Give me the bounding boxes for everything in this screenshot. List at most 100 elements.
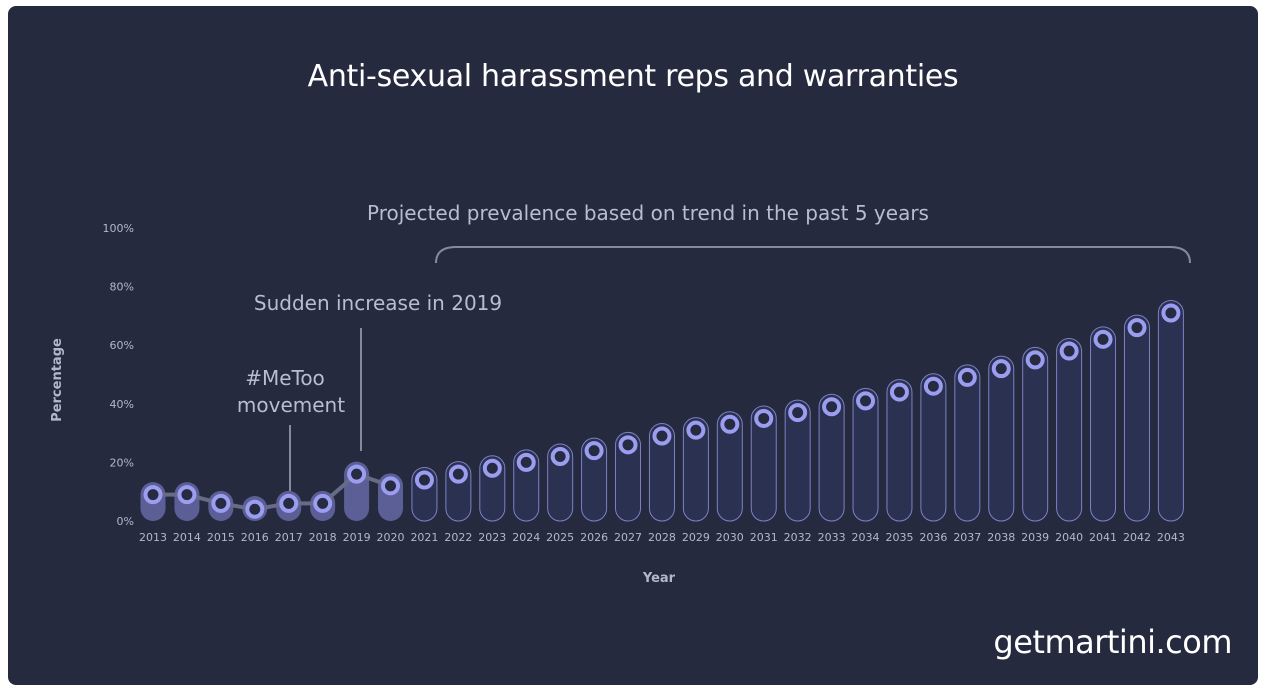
data-point: [279, 493, 299, 513]
y-tick-label: 60%: [110, 339, 134, 352]
brand-logo-text: getmartini.com: [993, 623, 1232, 661]
data-point: [1093, 329, 1113, 349]
data-point: [991, 359, 1011, 379]
bar: [648, 423, 675, 522]
chart-title: Anti-sexual harassment reps and warranti…: [307, 59, 959, 94]
x-tick-label: 2038: [987, 531, 1015, 544]
bar: [852, 387, 879, 522]
bar: [682, 417, 709, 522]
x-tick-label: 2022: [444, 531, 472, 544]
data-point: [1127, 318, 1147, 338]
metoo-annotation-line2: movement: [237, 393, 345, 417]
x-tick-label: 2017: [275, 531, 303, 544]
y-tick-label: 0%: [117, 515, 134, 528]
x-tick-label: 2029: [682, 531, 710, 544]
x-tick-label: 2033: [818, 531, 846, 544]
x-tick-label: 2037: [953, 531, 981, 544]
x-tick-label: 2041: [1089, 531, 1117, 544]
data-point: [889, 382, 909, 402]
bar: [1090, 326, 1117, 522]
data-point: [177, 485, 197, 505]
bar: [615, 431, 642, 522]
projection-annotation: Projected prevalence based on trend in t…: [367, 201, 929, 225]
x-tick-label: 2024: [512, 531, 540, 544]
data-point: [618, 435, 638, 455]
chart-plot: Projected prevalence based on trend in t…: [50, 201, 1191, 586]
x-tick-label: 2015: [207, 531, 235, 544]
bar: [784, 399, 811, 522]
x-tick-label: 2023: [478, 531, 506, 544]
data-point: [550, 447, 570, 467]
x-tick-label: 2021: [410, 531, 438, 544]
x-tick-label: 2036: [919, 531, 947, 544]
metoo-annotation-line1: #MeToo: [245, 366, 325, 390]
data-point: [957, 367, 977, 387]
x-tick-label: 2030: [716, 531, 744, 544]
x-tick-label: 2040: [1055, 531, 1083, 544]
x-axis: 2013 2014 2015 2016 2017 2018 2019 2020 2021 2022…: [139, 531, 1185, 544]
bar: [1123, 314, 1150, 522]
y-tick-label: 100%: [103, 222, 134, 235]
data-point: [1059, 341, 1079, 361]
data-point: [143, 485, 163, 505]
x-tick-label: 2027: [614, 531, 642, 544]
data-point: [516, 452, 536, 472]
y-axis-label: Percentage: [50, 338, 65, 422]
x-tick-label: 2025: [546, 531, 574, 544]
y-tick-label: 80%: [110, 281, 134, 294]
y-tick-label: 20%: [110, 456, 134, 469]
bar: [1056, 338, 1083, 522]
data-point: [482, 458, 502, 478]
data-point: [313, 493, 333, 513]
x-tick-label: 2019: [343, 531, 371, 544]
bar: [1157, 299, 1184, 522]
x-tick-label: 2043: [1157, 531, 1185, 544]
x-tick-label: 2032: [784, 531, 812, 544]
chart-card: Anti-sexual harassment reps and warranti…: [8, 6, 1258, 685]
bar: [581, 437, 608, 522]
data-point: [856, 391, 876, 411]
data-point: [347, 464, 367, 484]
data-point: [448, 464, 468, 484]
data-point: [720, 414, 740, 434]
bar: [716, 411, 743, 522]
bar: [818, 393, 845, 522]
bar: [750, 405, 777, 522]
x-tick-label: 2013: [139, 531, 167, 544]
data-point: [788, 403, 808, 423]
data-point: [822, 397, 842, 417]
data-point: [754, 408, 774, 428]
data-point: [652, 426, 672, 446]
x-axis-label: Year: [642, 571, 676, 586]
x-tick-label: 2031: [750, 531, 778, 544]
x-tick-label: 2028: [648, 531, 676, 544]
data-point: [245, 499, 265, 519]
data-point: [211, 493, 231, 513]
x-tick-label: 2018: [309, 531, 337, 544]
x-tick-label: 2039: [1021, 531, 1049, 544]
bar: [920, 373, 947, 522]
y-axis: 0% 20% 40% 60% 80% 100%: [103, 222, 134, 528]
data-point: [1161, 303, 1181, 323]
x-tick-label: 2026: [580, 531, 608, 544]
annotations: Projected prevalence based on trend in t…: [237, 201, 1191, 492]
bar: [988, 355, 1015, 522]
markers: [143, 303, 1181, 519]
data-point: [381, 476, 401, 496]
x-tick-label: 2034: [852, 531, 880, 544]
y-tick-label: 40%: [110, 398, 134, 411]
data-point: [686, 420, 706, 440]
data-point: [1025, 350, 1045, 370]
x-tick-label: 2016: [241, 531, 269, 544]
projection-bracket: [435, 246, 1191, 264]
bar: [954, 364, 981, 522]
increase-annotation: Sudden increase in 2019: [254, 291, 502, 315]
data-point: [414, 470, 434, 490]
bar: [886, 379, 913, 522]
x-tick-label: 2020: [377, 531, 405, 544]
data-point: [923, 376, 943, 396]
x-tick-label: 2014: [173, 531, 201, 544]
data-point: [584, 441, 604, 461]
bar: [1022, 346, 1049, 522]
x-tick-label: 2035: [885, 531, 913, 544]
